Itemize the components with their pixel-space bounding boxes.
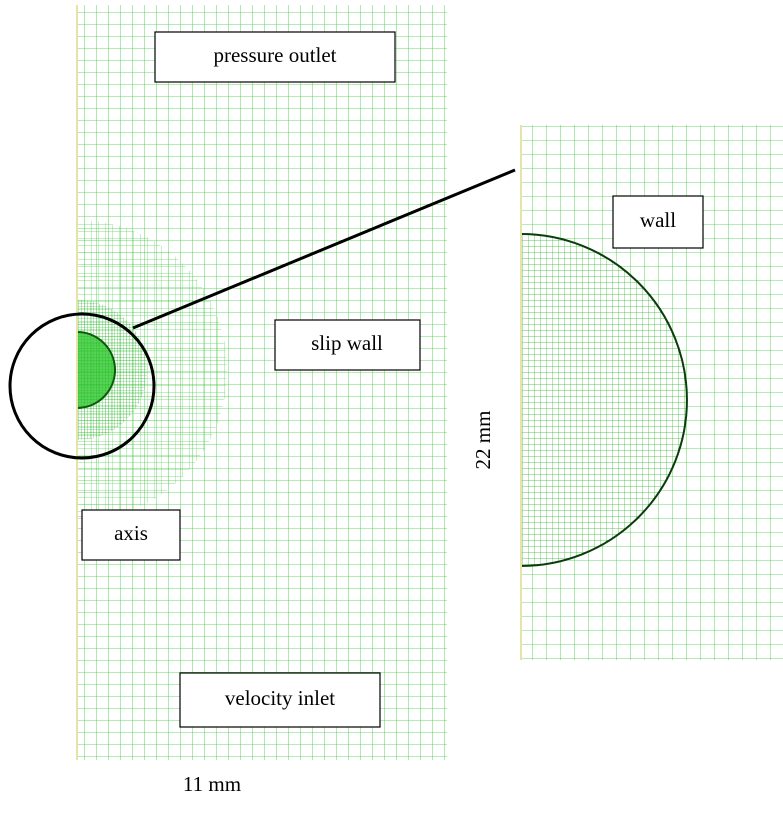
mesh-diagram: pressure outlet slip wall axis velocity …: [0, 0, 783, 814]
dimension-label: 22 mm: [471, 411, 495, 470]
main-mesh: [0, 5, 447, 760]
label: slip wall: [311, 331, 383, 355]
dimension-label: 11 mm: [183, 772, 241, 796]
label: wall: [640, 208, 676, 232]
label: axis: [114, 521, 148, 545]
label: pressure outlet: [213, 43, 336, 67]
label: velocity inlet: [225, 686, 335, 710]
